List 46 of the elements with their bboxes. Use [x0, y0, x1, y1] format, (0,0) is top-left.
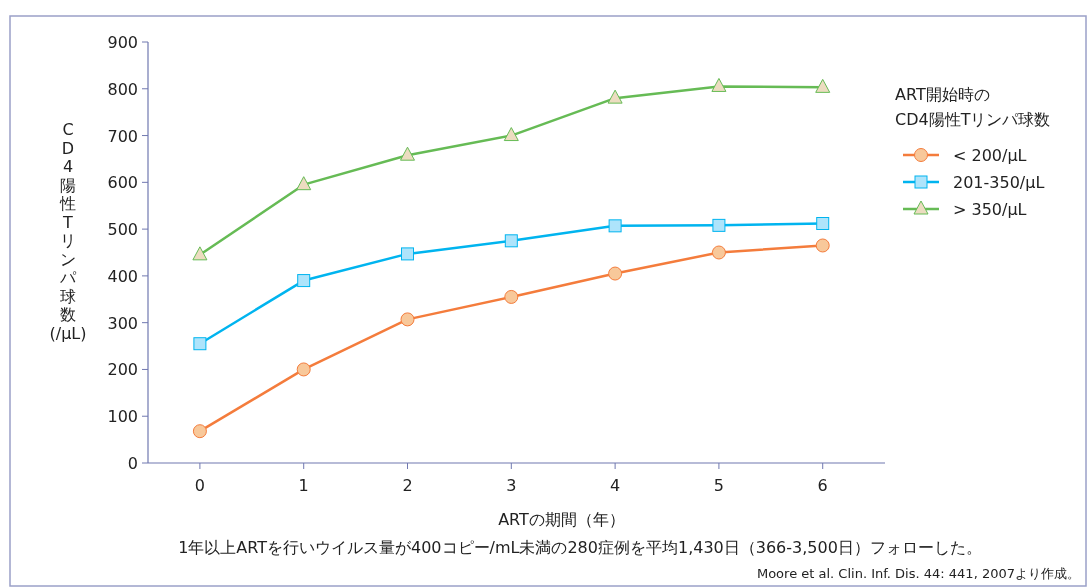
point	[815, 238, 830, 253]
point	[712, 218, 726, 232]
y-tick-label: 500	[107, 220, 138, 240]
point	[711, 77, 727, 92]
y-tick-label: 700	[107, 126, 138, 146]
text: CD4陽性Tリンパ球数(/μL)	[49, 120, 87, 343]
point	[192, 424, 207, 439]
text: 1年以上ARTを行いウイルス量が400コピー/mL未満の280症例を平均1,430日（366-3,500日）フォローした。	[178, 538, 982, 557]
y-tick-label: 800	[107, 79, 138, 99]
point	[296, 176, 312, 191]
x-axis-title: ARTの期間（年）	[498, 510, 625, 529]
y-tick-label: 0	[127, 454, 138, 473]
y-tick-label: 300	[107, 313, 138, 333]
y-tick-label: 600	[107, 173, 138, 193]
point	[297, 274, 311, 288]
point	[193, 337, 207, 351]
point	[401, 247, 415, 261]
point	[504, 234, 518, 248]
point	[711, 245, 726, 260]
point	[816, 217, 830, 230]
x-tick-label: 2	[402, 476, 413, 495]
x-tick-label: 0	[194, 476, 205, 495]
point	[815, 78, 831, 93]
point	[608, 266, 623, 281]
text: Moore et al. Clin. Inf. Dis. 44: 441, 2007より作成。	[756, 566, 1080, 581]
point	[503, 127, 519, 142]
legend-label: < 200/μL	[953, 146, 1027, 165]
legend-label: > 350/μL	[953, 200, 1027, 219]
point	[400, 146, 416, 161]
point	[400, 312, 415, 327]
x-tick-label: 3	[506, 476, 517, 495]
y-tick-label: 900	[107, 33, 138, 52]
point	[607, 89, 623, 104]
legend-title: ART開始時の CD4陽性Tリンパ球数	[895, 85, 1051, 129]
x-tick-label: 6	[817, 476, 828, 495]
point	[504, 289, 519, 304]
y-tick-label: 200	[107, 360, 138, 380]
point	[608, 219, 622, 233]
y-tick-label: 100	[107, 407, 138, 427]
x-tick-label: 5	[713, 476, 725, 495]
point	[192, 246, 208, 261]
x-tick-label: 4	[610, 476, 621, 495]
y-tick-label: 400	[107, 266, 138, 286]
x-tick-label: 1	[298, 476, 309, 495]
legend-label: 201-350/μL	[953, 173, 1045, 192]
point	[296, 362, 311, 377]
